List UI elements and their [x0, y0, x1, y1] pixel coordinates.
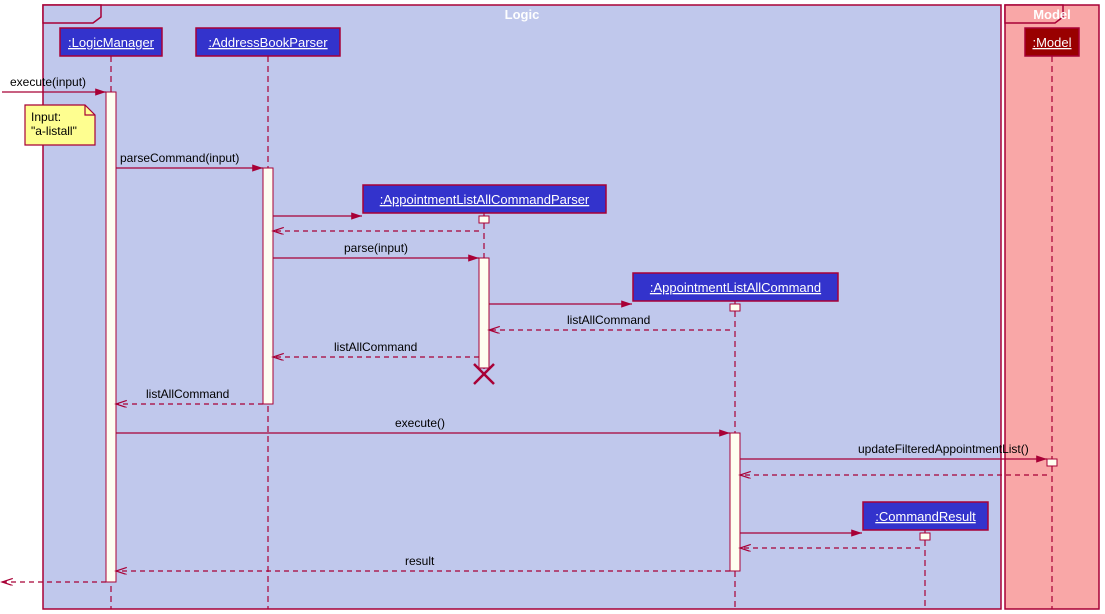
message-label-14: result	[405, 554, 435, 568]
participant-label-command-result: :CommandResult	[875, 509, 976, 524]
note-line-0: Input:	[31, 110, 61, 124]
participant-label-logic-manager: :LogicManager	[68, 35, 155, 50]
frame-logic	[43, 5, 1001, 609]
participant-label-address-book-parser: :AddressBookParser	[208, 35, 328, 50]
message-label-10: updateFilteredAppointmentList()	[858, 442, 1029, 456]
message-label-0: execute(input)	[10, 75, 86, 89]
activation-4	[730, 304, 740, 311]
message-label-9: execute()	[395, 416, 445, 430]
activation-7	[1047, 459, 1057, 466]
participant-label-model: :Model	[1032, 35, 1071, 50]
participant-label-appt-list-all-command: :AppointmentListAllCommand	[650, 280, 821, 295]
participant-label-appt-list-all-command-parser: :AppointmentListAllCommandParser	[380, 192, 590, 207]
frame-header-logic	[43, 5, 101, 23]
message-label-4: parse(input)	[344, 241, 408, 255]
message-label-7: listAllCommand	[334, 340, 417, 354]
activation-2	[479, 216, 489, 223]
note-line-1: "a-listall"	[31, 124, 77, 138]
message-label-6: listAllCommand	[567, 313, 650, 327]
activation-0	[106, 92, 116, 582]
frame-label-logic: Logic	[505, 7, 540, 22]
activation-3	[479, 258, 489, 368]
message-label-8: listAllCommand	[146, 387, 229, 401]
activation-1	[263, 168, 273, 404]
activation-5	[730, 433, 740, 571]
activation-6	[920, 533, 930, 540]
message-label-1: parseCommand(input)	[120, 151, 239, 165]
frame-label-model: Model	[1033, 7, 1071, 22]
